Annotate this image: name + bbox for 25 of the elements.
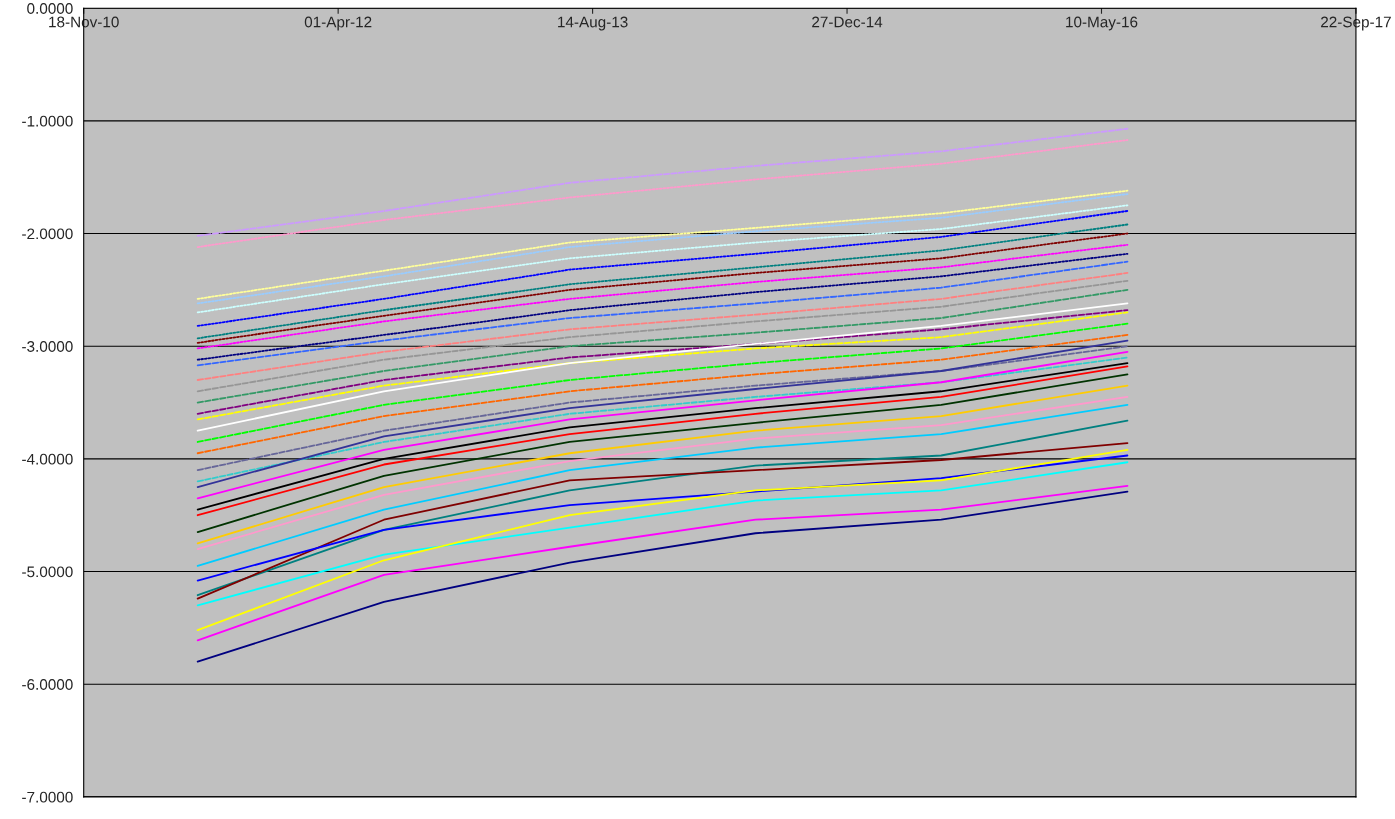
line-series: [196, 302, 1129, 432]
line-series: [196, 272, 1129, 381]
x-tick-label: 14-Aug-13: [558, 16, 628, 31]
line-series: [196, 127, 1129, 237]
y-tick-label: -4.0000: [22, 453, 73, 465]
line-series: [196, 279, 1129, 393]
y-tick-label: -5.0000: [22, 566, 73, 578]
y-tick-label: -7.0000: [22, 791, 73, 803]
line-series: [196, 454, 1129, 582]
y-tick-label: 0.0000: [27, 3, 73, 14]
y-tick-label: -6.0000: [22, 679, 73, 690]
line-series: [196, 210, 1129, 327]
y-tick-label: -3.0000: [22, 341, 73, 352]
line-series: [196, 461, 1129, 607]
x-tick-label: 10-May-16: [1066, 16, 1138, 31]
x-tick-label: 27-Dec-14: [812, 16, 883, 28]
line-series: [196, 288, 1129, 404]
x-tick-label: 01-Apr-12: [304, 16, 372, 31]
line-series: [196, 448, 1129, 632]
line-series: [196, 139, 1129, 248]
y-tick-label: -2.0000: [22, 228, 73, 240]
line-series: [196, 334, 1129, 455]
line-series: [196, 322, 1129, 443]
y-tick-label: -1.0000: [22, 115, 73, 127]
line-series: [196, 204, 1129, 314]
